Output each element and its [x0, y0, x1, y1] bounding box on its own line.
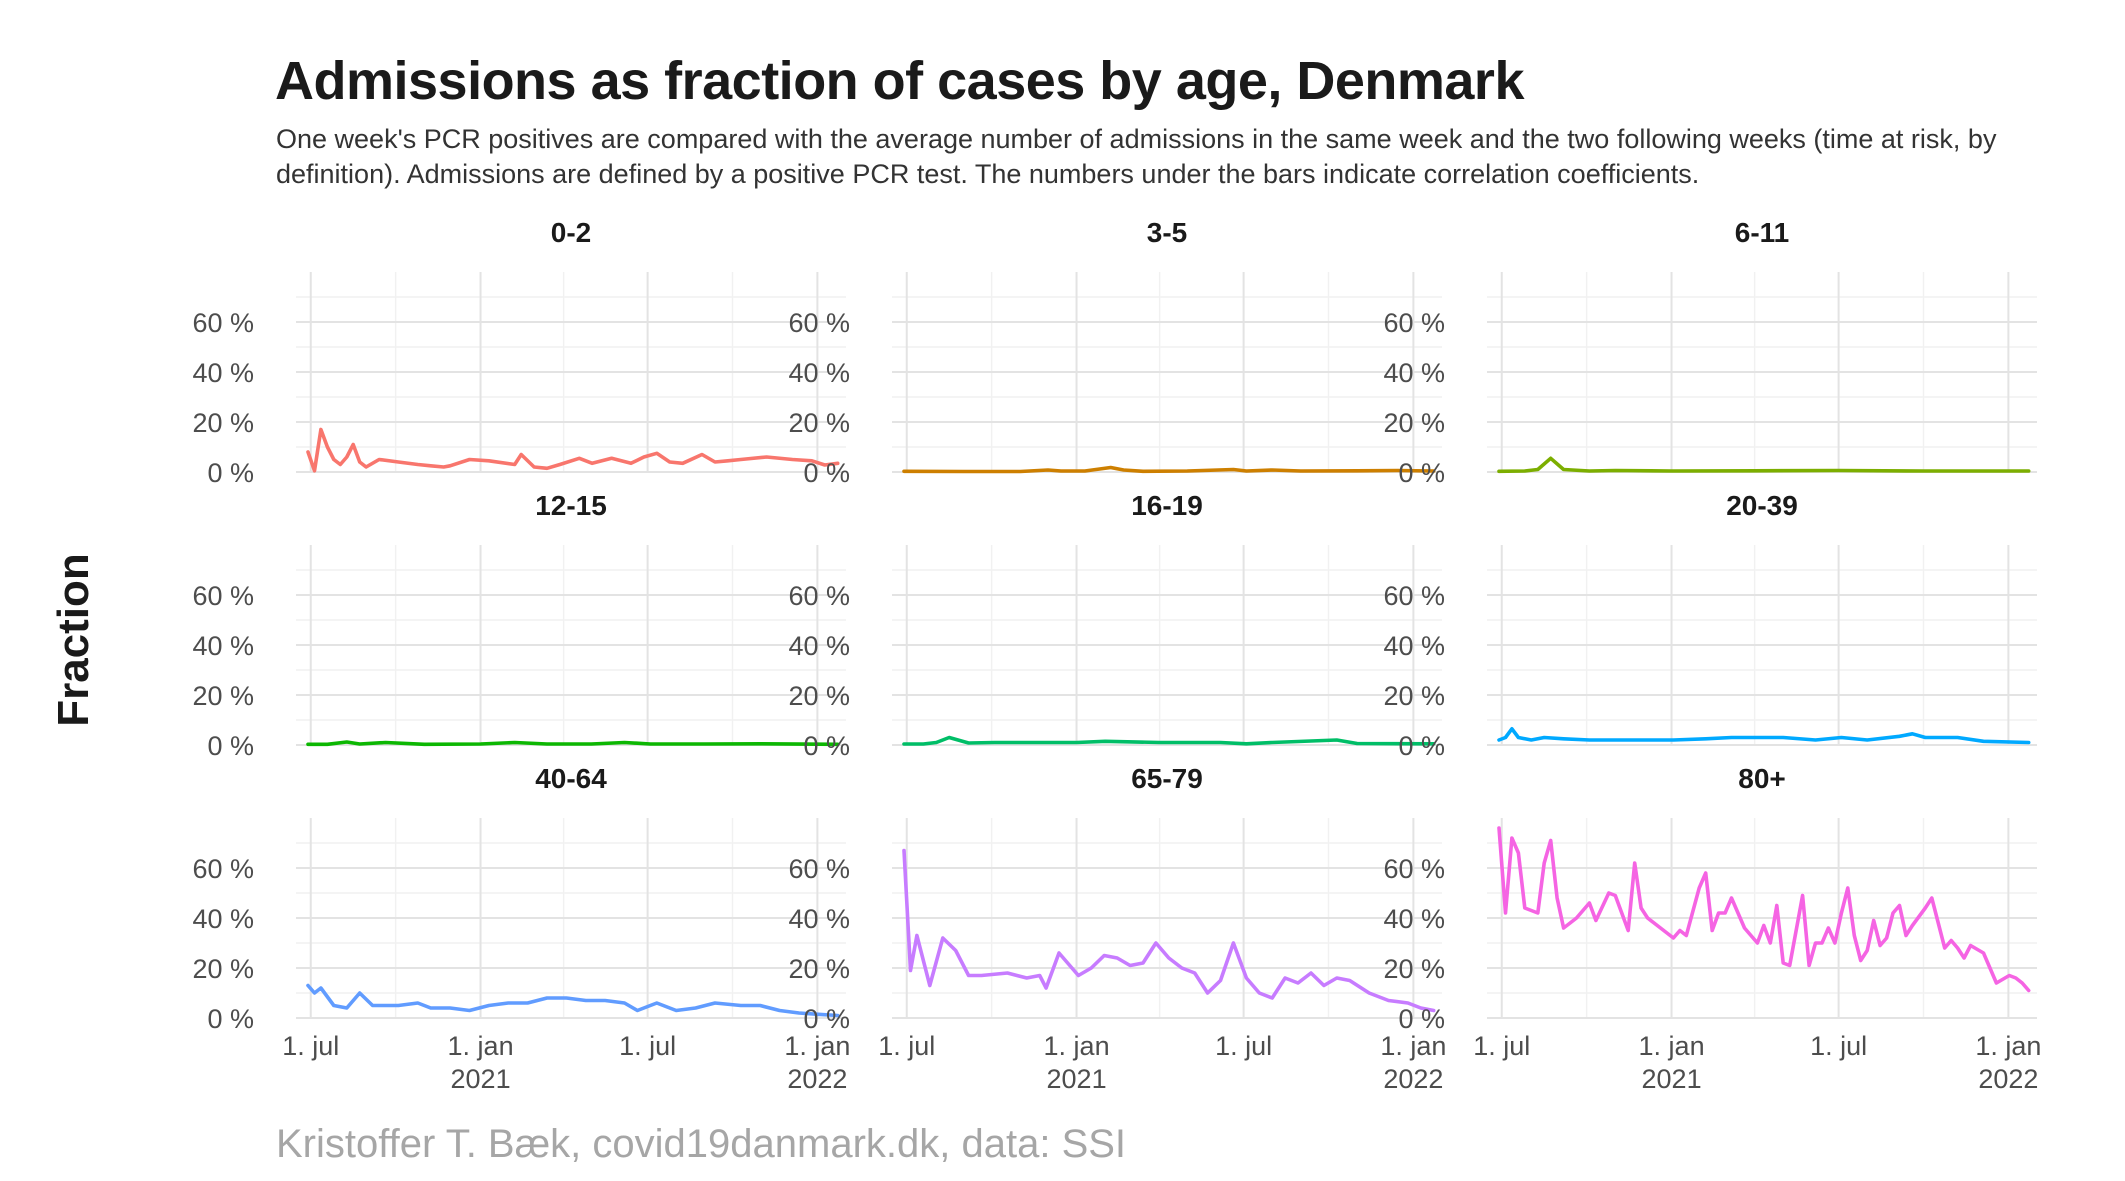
- y-tick-label: 0 %: [207, 458, 254, 488]
- y-tick-label: 0 %: [1398, 1004, 1445, 1034]
- y-tick-label: 0 %: [803, 1004, 850, 1034]
- x-tick-label: 1. jul: [878, 1031, 935, 1061]
- x-tick-sublabel: 2021: [1047, 1064, 1107, 1094]
- x-tick-label: 1. jul: [619, 1031, 676, 1061]
- series-line-12-15: [306, 740, 840, 747]
- panel-12-15: 12-15 0 % 20 % 40 % 60 %: [192, 490, 846, 761]
- y-tick-label: 60 %: [1383, 308, 1445, 338]
- y-tick-label: 20 %: [788, 954, 850, 984]
- chart-caption: Kristoffer T. Bæk, covid19danmark.dk, da…: [276, 1122, 1127, 1166]
- y-tick-label: 60 %: [1383, 854, 1445, 884]
- facet-label-20-39: 20-39: [1726, 490, 1798, 521]
- y-tick-label: 20 %: [788, 681, 850, 711]
- x-tick-label: 1. jul: [1215, 1031, 1272, 1061]
- x-tick-label: 1. jan: [1380, 1031, 1446, 1061]
- panel-20-39: 20-39 0 % 20 % 40 % 60 %: [1383, 490, 2037, 761]
- chart-subtitle: One week's PCR positives are compared wi…: [276, 124, 1997, 189]
- y-tick-label: 0 %: [803, 731, 850, 761]
- panel-6-11: 6-11 0 % 20 % 40 % 60 %: [1383, 217, 2037, 488]
- y-tick-label: 40 %: [192, 904, 254, 934]
- chart-title: Admissions as fraction of cases by age, …: [275, 51, 1524, 111]
- x-tick-sublabel: 2021: [1642, 1064, 1702, 1094]
- series-line-0-2: [306, 427, 840, 473]
- y-tick-label: 20 %: [1383, 681, 1445, 711]
- series-line-40-64: [306, 983, 840, 1018]
- series-line-65-79: [902, 848, 1436, 1013]
- y-tick-label: 20 %: [788, 408, 850, 438]
- y-tick-label: 20 %: [192, 681, 254, 711]
- series-line-16-19: [902, 735, 1436, 746]
- facet-label-3-5: 3-5: [1147, 217, 1187, 248]
- facet-label-40-64: 40-64: [535, 763, 607, 794]
- y-tick-label: 40 %: [192, 631, 254, 661]
- x-tick-sublabel: 2022: [1383, 1064, 1443, 1094]
- panel-16-19: 16-19 0 % 20 % 40 % 60 %: [788, 490, 1442, 761]
- y-tick-label: 0 %: [207, 731, 254, 761]
- y-tick-label: 40 %: [788, 631, 850, 661]
- y-tick-label: 0 %: [803, 458, 850, 488]
- y-tick-label: 60 %: [192, 854, 254, 884]
- series-line-3-5: [902, 465, 1436, 474]
- y-tick-label: 40 %: [192, 358, 254, 388]
- x-tick-label: 1. jul: [1473, 1031, 1530, 1061]
- x-tick-sublabel: 2022: [787, 1064, 847, 1094]
- x-tick-label: 1. jan: [1975, 1031, 2041, 1061]
- panel-3-5: 3-5 0 % 20 % 40 % 60 %: [788, 217, 1442, 488]
- y-tick-label: 40 %: [788, 358, 850, 388]
- facet-label-6-11: 6-11: [1735, 217, 1790, 248]
- y-tick-label: 0 %: [207, 1004, 254, 1034]
- y-tick-label: 60 %: [192, 308, 254, 338]
- y-tick-label: 0 %: [1398, 458, 1445, 488]
- x-tick-label: 1. jul: [1810, 1031, 1867, 1061]
- x-tick-label: 1. jan: [784, 1031, 850, 1061]
- facet-label-65-79: 65-79: [1131, 763, 1203, 794]
- y-tick-label: 40 %: [1383, 631, 1445, 661]
- x-tick-label: 1. jan: [1044, 1031, 1110, 1061]
- y-tick-label: 60 %: [192, 581, 254, 611]
- x-tick-sublabel: 2021: [451, 1064, 511, 1094]
- y-tick-label: 20 %: [192, 408, 254, 438]
- y-tick-label: 60 %: [788, 854, 850, 884]
- facet-label-80: 80+: [1738, 763, 1786, 794]
- series-line-6-11: [1497, 456, 2031, 474]
- y-tick-label: 0 %: [1398, 731, 1445, 761]
- x-tick-label: 1. jul: [282, 1031, 339, 1061]
- x-tick-label: 1. jan: [1639, 1031, 1705, 1061]
- y-tick-label: 40 %: [1383, 904, 1445, 934]
- y-tick-label: 60 %: [788, 581, 850, 611]
- y-tick-label: 40 %: [1383, 358, 1445, 388]
- y-tick-label: 20 %: [1383, 954, 1445, 984]
- panel-0-2: 0-2 0 % 20 % 40 % 60 %: [192, 217, 846, 488]
- series-line-80: [1497, 826, 2031, 993]
- facet-label-12-15: 12-15: [535, 490, 607, 521]
- x-tick-label: 1. jan: [448, 1031, 514, 1061]
- y-tick-label: 20 %: [1383, 408, 1445, 438]
- series-line-20-39: [1497, 727, 2031, 745]
- y-tick-label: 60 %: [1383, 581, 1445, 611]
- facet-label-0-2: 0-2: [551, 217, 591, 248]
- y-tick-label: 60 %: [788, 308, 850, 338]
- x-tick-sublabel: 2022: [1978, 1064, 2038, 1094]
- y-tick-label: 20 %: [192, 954, 254, 984]
- y-tick-label: 40 %: [788, 904, 850, 934]
- facet-label-16-19: 16-19: [1131, 490, 1203, 521]
